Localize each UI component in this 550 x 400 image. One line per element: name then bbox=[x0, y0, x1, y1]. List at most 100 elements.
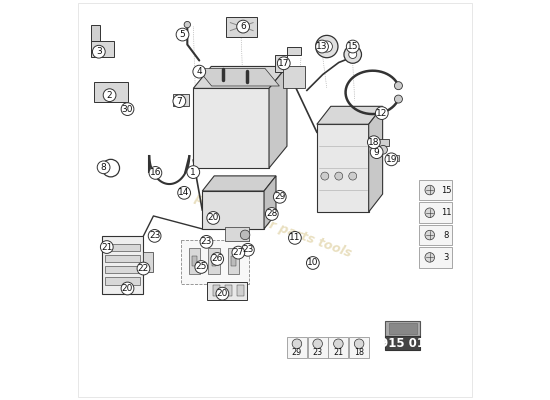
Circle shape bbox=[137, 262, 150, 275]
Text: 20: 20 bbox=[122, 284, 133, 293]
Circle shape bbox=[394, 82, 403, 90]
Circle shape bbox=[376, 107, 388, 120]
Circle shape bbox=[394, 95, 403, 103]
Circle shape bbox=[370, 146, 383, 158]
Text: 8: 8 bbox=[101, 163, 107, 172]
Circle shape bbox=[344, 46, 361, 63]
Circle shape bbox=[425, 253, 435, 262]
Circle shape bbox=[149, 166, 162, 179]
Circle shape bbox=[316, 40, 328, 53]
Text: a priori motor parts tools: a priori motor parts tools bbox=[181, 187, 353, 260]
Circle shape bbox=[321, 172, 329, 180]
Circle shape bbox=[232, 246, 245, 259]
Polygon shape bbox=[189, 248, 200, 274]
Circle shape bbox=[176, 28, 189, 41]
Polygon shape bbox=[193, 66, 287, 88]
Text: 28: 28 bbox=[266, 210, 278, 218]
Polygon shape bbox=[105, 255, 140, 262]
Circle shape bbox=[92, 45, 105, 58]
Circle shape bbox=[236, 20, 250, 33]
Circle shape bbox=[148, 230, 161, 242]
Polygon shape bbox=[389, 322, 416, 334]
Polygon shape bbox=[231, 256, 235, 266]
Text: 17: 17 bbox=[278, 59, 289, 68]
Circle shape bbox=[101, 241, 113, 254]
Text: 20: 20 bbox=[217, 289, 228, 298]
Polygon shape bbox=[390, 155, 399, 161]
Polygon shape bbox=[384, 336, 421, 350]
Polygon shape bbox=[207, 282, 247, 300]
Text: 12: 12 bbox=[376, 109, 388, 118]
Circle shape bbox=[289, 232, 301, 244]
Text: 29: 29 bbox=[292, 348, 302, 356]
Circle shape bbox=[349, 50, 357, 58]
Polygon shape bbox=[208, 248, 219, 274]
Polygon shape bbox=[202, 191, 264, 229]
Polygon shape bbox=[105, 277, 140, 284]
Circle shape bbox=[241, 244, 254, 256]
FancyBboxPatch shape bbox=[328, 337, 348, 358]
Circle shape bbox=[121, 103, 134, 116]
Text: 19: 19 bbox=[386, 155, 397, 164]
Text: 8: 8 bbox=[443, 230, 449, 240]
Circle shape bbox=[354, 339, 364, 348]
Polygon shape bbox=[283, 66, 305, 88]
Polygon shape bbox=[378, 139, 389, 146]
FancyBboxPatch shape bbox=[349, 337, 369, 358]
Text: 23: 23 bbox=[201, 237, 212, 246]
Text: 18: 18 bbox=[354, 348, 364, 356]
FancyBboxPatch shape bbox=[307, 337, 328, 358]
Text: 29: 29 bbox=[274, 192, 285, 201]
Polygon shape bbox=[213, 284, 221, 296]
Text: 25: 25 bbox=[196, 262, 207, 272]
Text: 14: 14 bbox=[178, 188, 190, 197]
Circle shape bbox=[173, 95, 186, 108]
Polygon shape bbox=[269, 66, 287, 168]
Circle shape bbox=[425, 230, 435, 240]
Circle shape bbox=[346, 40, 359, 53]
Text: 27: 27 bbox=[233, 248, 244, 257]
Circle shape bbox=[425, 208, 435, 218]
Text: 26: 26 bbox=[212, 254, 223, 264]
Polygon shape bbox=[212, 256, 216, 266]
Circle shape bbox=[193, 65, 206, 78]
Polygon shape bbox=[91, 40, 113, 56]
Polygon shape bbox=[237, 284, 244, 296]
Polygon shape bbox=[102, 236, 144, 294]
Circle shape bbox=[266, 208, 278, 220]
Polygon shape bbox=[144, 252, 153, 272]
Text: 18: 18 bbox=[368, 138, 380, 147]
Polygon shape bbox=[173, 94, 189, 106]
Text: 5: 5 bbox=[180, 30, 185, 39]
Polygon shape bbox=[94, 82, 128, 102]
Text: 16: 16 bbox=[150, 168, 161, 177]
Text: 3: 3 bbox=[443, 253, 449, 262]
Polygon shape bbox=[227, 17, 257, 36]
Text: 13: 13 bbox=[316, 42, 328, 51]
Text: 11: 11 bbox=[441, 208, 452, 217]
Circle shape bbox=[277, 57, 290, 70]
Circle shape bbox=[425, 185, 435, 195]
Text: 15: 15 bbox=[441, 186, 452, 194]
Polygon shape bbox=[275, 46, 301, 72]
Text: 4: 4 bbox=[196, 67, 202, 76]
Circle shape bbox=[200, 236, 213, 248]
Circle shape bbox=[187, 166, 200, 178]
FancyBboxPatch shape bbox=[287, 337, 307, 358]
Text: 21: 21 bbox=[101, 242, 112, 252]
Text: 915 01: 915 01 bbox=[380, 337, 425, 350]
Polygon shape bbox=[384, 320, 421, 336]
Circle shape bbox=[378, 145, 387, 154]
Circle shape bbox=[334, 339, 343, 348]
Text: 21: 21 bbox=[333, 348, 343, 356]
FancyBboxPatch shape bbox=[419, 247, 452, 268]
Circle shape bbox=[184, 22, 190, 28]
Text: 15: 15 bbox=[347, 42, 359, 51]
Polygon shape bbox=[317, 106, 383, 124]
Polygon shape bbox=[264, 176, 276, 229]
FancyBboxPatch shape bbox=[419, 225, 452, 246]
Text: 22: 22 bbox=[138, 264, 149, 273]
Circle shape bbox=[385, 153, 398, 166]
Polygon shape bbox=[105, 244, 140, 251]
Circle shape bbox=[195, 260, 208, 273]
